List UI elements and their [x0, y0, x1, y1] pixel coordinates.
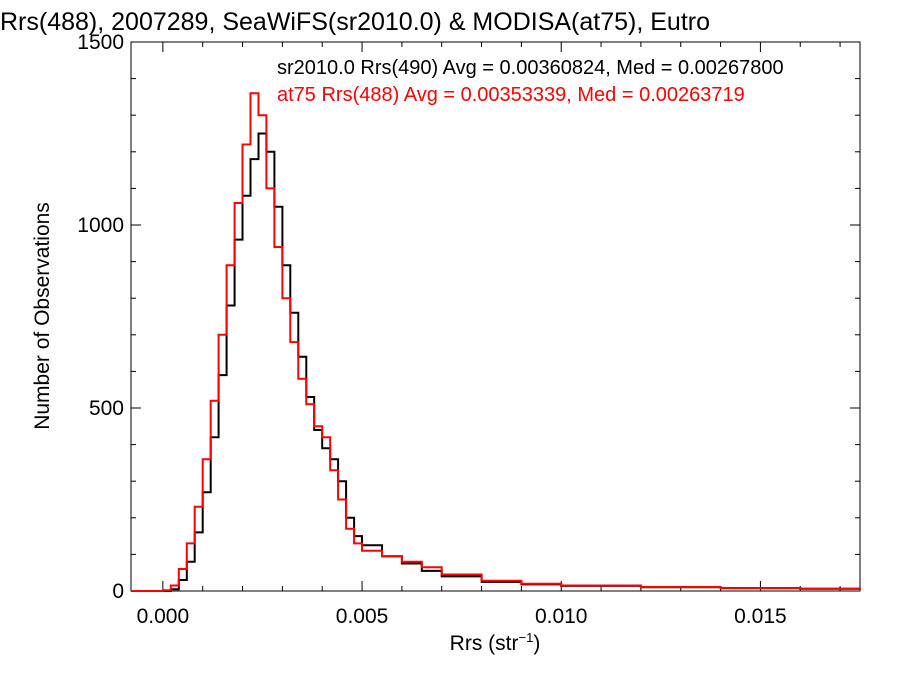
y-tick-label: 500	[89, 397, 124, 420]
x-axis-label-superscript: −1	[519, 630, 534, 645]
legend-entry-at75: at75 Rrs(488) Avg = 0.00353339, Med = 0.…	[277, 84, 745, 106]
series-line-1	[131, 92, 861, 592]
plot-frame	[130, 41, 861, 592]
x-tick-label: 0.000	[137, 605, 190, 628]
y-tick-label: 0	[112, 580, 124, 603]
x-axis-label-text: Rrs (str	[450, 632, 519, 655]
chart-title: Rrs(488), 2007289, SeaWiFS(sr2010.0) & M…	[0, 8, 710, 36]
y-tick-label: 1500	[77, 31, 124, 54]
x-axis-label-close: )	[533, 632, 540, 655]
x-tick-label: 0.005	[336, 605, 389, 628]
y-axis-ticks: 0 500 1000 1500	[77, 31, 860, 603]
series-lines	[131, 92, 861, 592]
y-axis-label: Number of Observations	[31, 202, 54, 430]
legend-entry-sr2010: sr2010.0 Rrs(490) Avg = 0.00360824, Med …	[277, 57, 784, 79]
x-tick-label: 0.015	[734, 605, 787, 628]
x-axis-ticks: 0.000 0.005 0.010 0.015	[137, 42, 841, 628]
y-tick-label: 1000	[77, 214, 124, 237]
x-axis-label: Rrs (str−1)	[450, 630, 541, 655]
x-tick-label: 0.010	[535, 605, 588, 628]
